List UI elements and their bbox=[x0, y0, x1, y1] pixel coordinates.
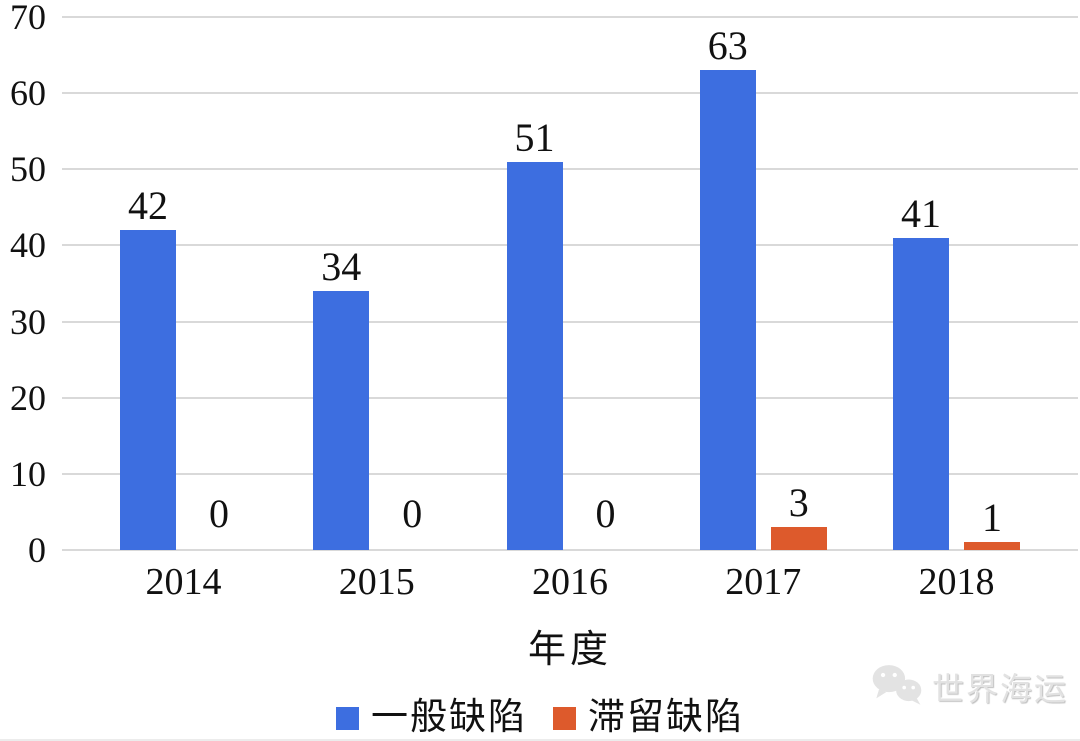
legend: 一般缺陷 滞留缺陷 bbox=[0, 697, 1080, 739]
x-tick-label: 2016 bbox=[532, 561, 608, 603]
gridline-0 bbox=[62, 549, 1078, 551]
bar-group-2017: 63 3 bbox=[699, 17, 827, 550]
legend-label: 一般缺陷 bbox=[371, 697, 527, 738]
x-tick-label: 2015 bbox=[338, 561, 415, 603]
x-axis-title: 年度 bbox=[527, 629, 612, 671]
bar-一般缺陷-2016 bbox=[506, 161, 563, 550]
gridline-50 bbox=[62, 168, 1078, 171]
y-tick-label: 10 bbox=[10, 453, 46, 494]
bar-wrap: 0 bbox=[191, 17, 247, 550]
bar-wrap: 41 bbox=[893, 17, 949, 550]
bar-wrap: 42 bbox=[120, 17, 176, 550]
watermark-text: 世界海运 bbox=[931, 670, 1068, 707]
bar-wrap: 63 bbox=[699, 17, 756, 550]
bar-value-label: 63 bbox=[707, 23, 748, 69]
bar-wrap: 1 bbox=[964, 17, 1020, 550]
bar-一般缺陷-2017 bbox=[699, 70, 756, 550]
bar-group-2015: 34 0 bbox=[313, 17, 440, 550]
legend-label: 滞留缺陷 bbox=[588, 697, 744, 738]
bar-value-label: 1 bbox=[982, 495, 1002, 541]
y-tick-label: 0 bbox=[28, 530, 46, 570]
legend-swatch bbox=[336, 706, 359, 730]
bars-row: 42 0 34 0 51 0 63 3 41 1 bbox=[62, 17, 1078, 550]
bar-value-label: 0 bbox=[402, 491, 423, 536]
bar-wrap: 3 bbox=[770, 17, 827, 550]
plot-area: 42 0 34 0 51 0 63 3 41 1 bbox=[62, 16, 1078, 551]
bar-value-label: 0 bbox=[209, 491, 229, 536]
y-tick-label: 60 bbox=[10, 73, 46, 114]
watermark: 世界海运 bbox=[870, 662, 1068, 711]
y-axis: 0 10 20 30 40 50 60 70 bbox=[0, 0, 48, 568]
bar-value-label: 42 bbox=[128, 183, 168, 229]
x-axis: 2014 2015 2016 2017 2018 bbox=[62, 561, 1078, 604]
gridline-70 bbox=[62, 16, 1078, 18]
y-tick-label: 20 bbox=[10, 377, 46, 418]
bar-value-label: 41 bbox=[901, 190, 941, 236]
bar-一般缺陷-2014 bbox=[120, 230, 176, 550]
bar-wrap: 51 bbox=[506, 17, 563, 550]
x-tick-label: 2018 bbox=[918, 561, 995, 603]
wechat-icon bbox=[870, 662, 924, 711]
bar-value-label: 3 bbox=[788, 480, 809, 526]
bar-wrap: 0 bbox=[578, 17, 634, 550]
y-tick-label: 50 bbox=[10, 149, 46, 190]
x-tick-label: 2017 bbox=[725, 561, 802, 603]
legend-item: 一般缺陷 bbox=[336, 697, 527, 739]
bar-滞留缺陷-2017 bbox=[770, 527, 827, 550]
bar-group-2016: 51 0 bbox=[506, 17, 634, 550]
bar-wrap: 34 bbox=[313, 17, 370, 550]
bar-group-2014: 42 0 bbox=[120, 17, 247, 550]
gridline-20 bbox=[62, 396, 1078, 399]
x-tick-label: 2014 bbox=[145, 561, 222, 603]
y-tick-label: 70 bbox=[10, 0, 46, 37]
bar-value-label: 0 bbox=[595, 491, 616, 536]
bar-value-label: 34 bbox=[321, 244, 362, 290]
bar-wrap: 0 bbox=[384, 17, 440, 550]
bar-一般缺陷-2018 bbox=[893, 237, 949, 550]
gridline-10 bbox=[62, 472, 1078, 475]
y-tick-label: 40 bbox=[10, 225, 46, 266]
gridline-40 bbox=[62, 244, 1078, 247]
legend-item: 滞留缺陷 bbox=[553, 697, 744, 739]
y-tick-label: 30 bbox=[10, 301, 46, 342]
gridline-60 bbox=[62, 92, 1078, 95]
bottom-edge-divider bbox=[0, 739, 1080, 741]
gridline-30 bbox=[62, 320, 1078, 323]
bar-一般缺陷-2015 bbox=[313, 291, 370, 550]
bar-group-2018: 41 1 bbox=[893, 17, 1020, 550]
legend-swatch bbox=[553, 706, 576, 730]
bar-滞留缺陷-2018 bbox=[964, 542, 1020, 550]
bar-value-label: 51 bbox=[514, 114, 555, 160]
